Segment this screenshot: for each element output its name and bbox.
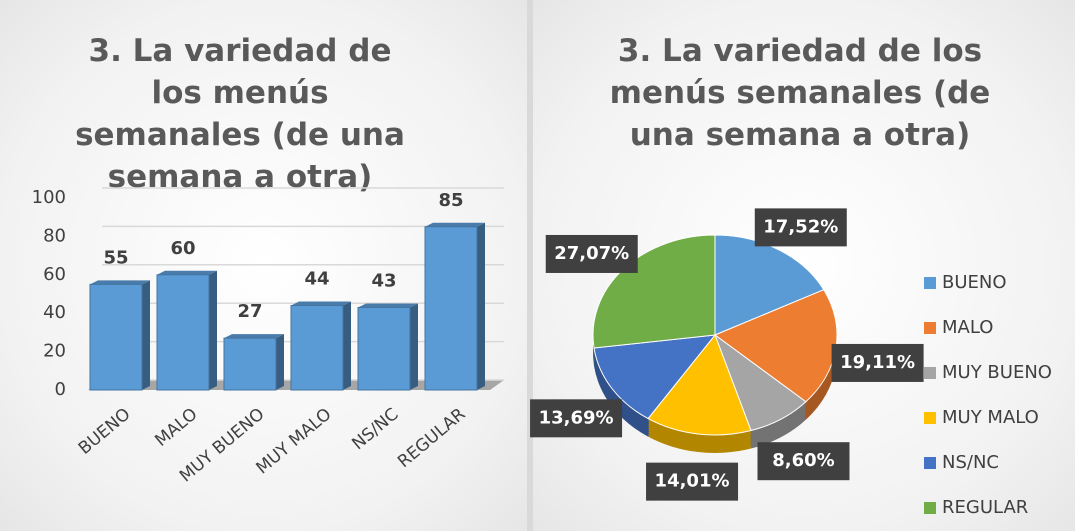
legend-label: MUY BUENO — [942, 362, 1052, 383]
bar — [156, 274, 210, 391]
y-tick-label: 60 — [43, 264, 66, 285]
bar-top — [291, 301, 351, 306]
legend-swatch — [924, 277, 936, 289]
label-box — [545, 234, 638, 273]
bar-title: 3. La variedad de los menús semanales (d… — [75, 33, 405, 195]
label-box — [831, 343, 924, 382]
bar — [89, 283, 143, 391]
label-box — [754, 208, 847, 247]
bar-top — [90, 280, 150, 285]
value-label: 27 — [237, 301, 262, 322]
x-tick-label: BUENO — [75, 404, 135, 459]
x-tick-label: MUY MALO — [253, 404, 336, 478]
bar — [357, 306, 411, 391]
legend-label: NS/NC — [942, 452, 999, 473]
value-label: 44 — [304, 269, 329, 290]
y-tick-label: 80 — [43, 225, 66, 246]
x-tick-label: REGULAR — [394, 404, 469, 472]
pie-title: 3. La variedad de los menús semanales (d… — [609, 33, 991, 153]
bar-top — [425, 222, 485, 227]
bar — [424, 226, 478, 391]
bar-side — [477, 222, 485, 390]
value-label: 85 — [438, 190, 463, 211]
label-box — [757, 442, 850, 481]
slice — [593, 334, 717, 420]
value-label: 19,11% — [840, 352, 915, 373]
bar — [223, 337, 277, 391]
legend-label: BUENO — [942, 272, 1007, 293]
bar-side — [410, 303, 418, 390]
legend-swatch — [924, 457, 936, 469]
legend-label: MALO — [942, 317, 993, 338]
value-label: 60 — [170, 238, 195, 259]
y-tick-label: 100 — [32, 187, 66, 208]
x-tick-label: NS/NC — [348, 404, 402, 454]
value-label: 14,01% — [655, 471, 730, 492]
value-label: 8,60% — [772, 450, 834, 471]
bar-side — [343, 301, 351, 390]
label-box — [646, 462, 739, 501]
value-label: 27,07% — [554, 243, 629, 264]
legend-swatch — [924, 322, 936, 334]
y-tick-label: 20 — [43, 341, 66, 362]
legend-label: REGULAR — [942, 497, 1028, 518]
legend-swatch — [924, 367, 936, 379]
value-label: 43 — [371, 270, 396, 291]
legend-swatch — [924, 502, 936, 514]
legend-swatch — [924, 412, 936, 424]
slice — [714, 234, 825, 336]
legend-label: MUY MALO — [942, 407, 1039, 428]
bar — [290, 305, 344, 391]
value-label: 13,69% — [539, 407, 614, 428]
y-tick-label: 0 — [55, 379, 66, 400]
y-tick-label: 40 — [43, 302, 66, 323]
value-label: 55 — [103, 247, 128, 268]
x-tick-label: MALO — [151, 404, 201, 451]
slice — [647, 334, 752, 436]
label-box — [530, 399, 623, 438]
bar-top — [157, 270, 217, 275]
bar-top — [358, 303, 418, 308]
value-label: 17,52% — [763, 216, 838, 237]
bar-side — [209, 270, 217, 390]
bar-side — [276, 334, 284, 390]
bar-side — [142, 280, 150, 390]
bar-top — [224, 334, 284, 339]
